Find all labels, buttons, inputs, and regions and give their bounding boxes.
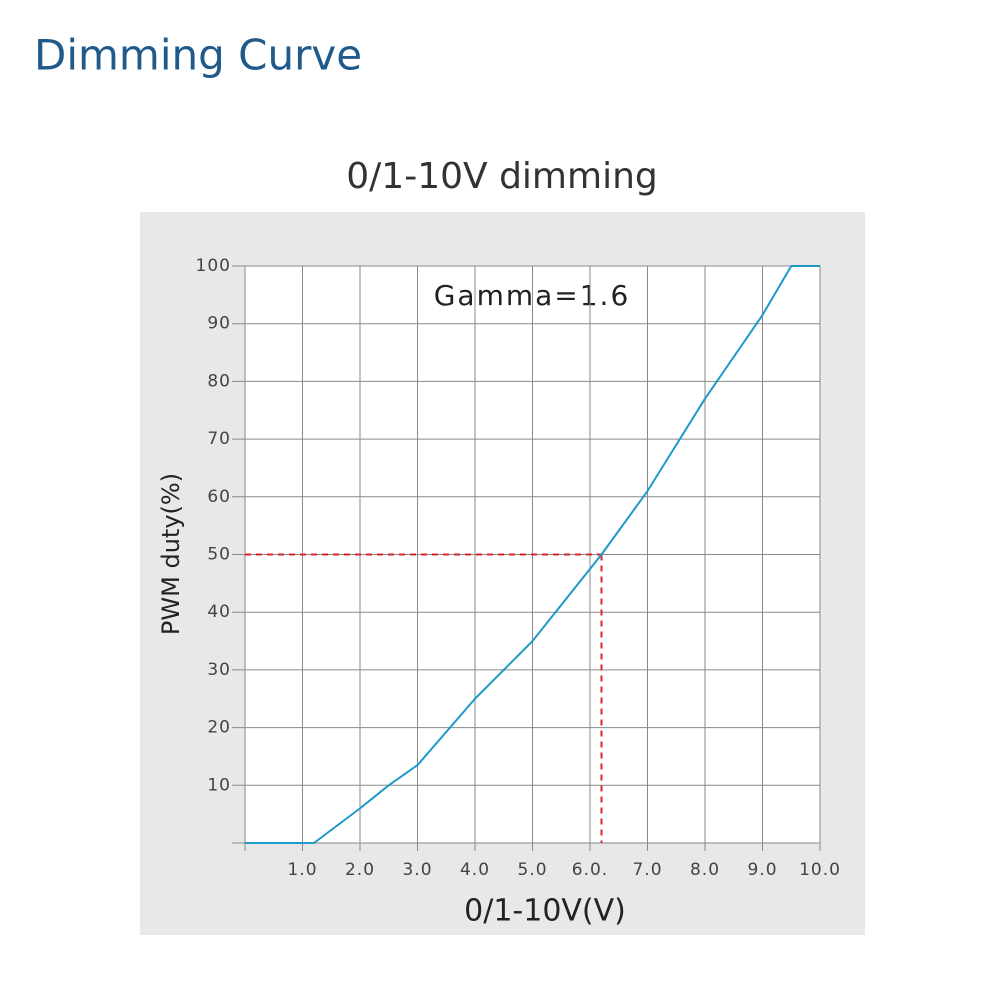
- y-tick-label: 100: [196, 256, 231, 276]
- y-tick-label: 80: [207, 371, 231, 391]
- y-tick-label: 50: [207, 545, 231, 565]
- x-tick-label: 4.0: [460, 860, 490, 880]
- x-tick-label: 6.0.: [572, 860, 608, 880]
- y-tick-label: 30: [207, 660, 231, 680]
- page-title: Dimming Curve: [34, 31, 362, 80]
- x-tick-label: 5.0: [517, 860, 547, 880]
- x-tick-label: 8.0: [690, 860, 720, 880]
- x-axis-label: 0/1-10V(V): [464, 894, 626, 929]
- x-tick-label: 1.0: [287, 860, 317, 880]
- x-tick-label: 7.0: [632, 860, 662, 880]
- y-tick-label: 10: [207, 775, 231, 795]
- x-tick-label: 10.0: [799, 860, 841, 880]
- y-tick-label: 40: [207, 602, 231, 622]
- y-tick-label: 60: [207, 487, 231, 507]
- annotation: Gamma=1.6: [434, 279, 631, 312]
- y-tick-label: 20: [207, 718, 231, 738]
- data-line: [245, 265, 820, 844]
- y-axis-label: PWM duty(%): [157, 473, 185, 635]
- y-tick-label: 90: [207, 314, 231, 334]
- y-tick-label: 70: [207, 429, 231, 449]
- x-tick-label: 9.0: [747, 860, 777, 880]
- x-tick-label: 3.0: [402, 860, 432, 880]
- x-tick-label: 2.0: [345, 860, 375, 880]
- chart-title: 0/1-10V dimming: [346, 156, 657, 197]
